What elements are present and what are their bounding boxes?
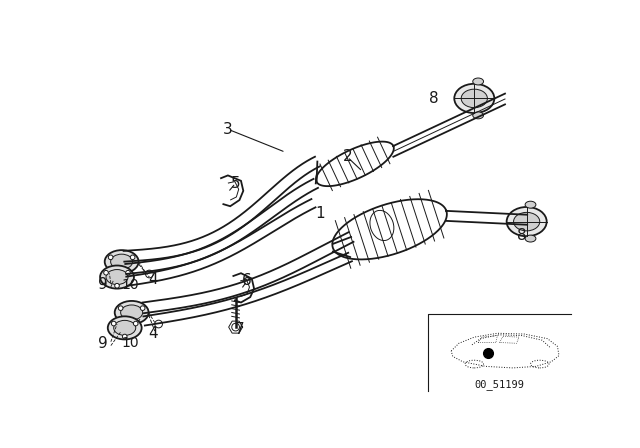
Text: 9: 9 [99, 336, 108, 351]
Ellipse shape [465, 360, 484, 368]
Ellipse shape [115, 301, 148, 324]
Text: 5: 5 [231, 176, 241, 190]
Text: 1: 1 [316, 207, 325, 221]
Text: 2: 2 [342, 150, 352, 164]
Ellipse shape [105, 250, 139, 273]
Circle shape [115, 284, 119, 288]
Ellipse shape [531, 360, 549, 368]
Ellipse shape [108, 316, 141, 340]
Text: 10: 10 [122, 336, 139, 350]
Ellipse shape [120, 305, 143, 320]
Circle shape [232, 323, 239, 331]
Circle shape [104, 271, 108, 275]
Text: 9: 9 [99, 277, 108, 292]
Text: 8: 8 [429, 91, 439, 106]
Text: 7: 7 [235, 322, 244, 337]
Ellipse shape [461, 89, 488, 108]
Ellipse shape [507, 207, 547, 236]
Text: 4: 4 [148, 272, 158, 287]
Circle shape [145, 270, 153, 278]
Circle shape [129, 319, 134, 323]
Text: 8: 8 [517, 228, 527, 243]
Circle shape [119, 268, 124, 273]
Text: 00_51199: 00_51199 [474, 379, 524, 390]
Ellipse shape [100, 266, 134, 289]
Text: 6: 6 [243, 273, 252, 289]
Circle shape [133, 321, 138, 326]
Ellipse shape [106, 270, 128, 284]
Text: 4: 4 [148, 326, 158, 341]
Text: 10: 10 [122, 278, 139, 292]
Ellipse shape [114, 320, 136, 336]
Ellipse shape [473, 78, 484, 85]
Ellipse shape [473, 112, 484, 119]
Ellipse shape [513, 212, 540, 231]
Ellipse shape [525, 201, 536, 208]
Circle shape [111, 321, 116, 326]
Circle shape [140, 306, 145, 310]
Ellipse shape [111, 254, 132, 269]
Circle shape [131, 255, 135, 260]
Text: 3: 3 [223, 122, 233, 137]
Circle shape [122, 334, 127, 339]
Ellipse shape [525, 235, 536, 242]
Circle shape [155, 320, 163, 328]
Ellipse shape [454, 84, 494, 113]
Ellipse shape [370, 211, 394, 241]
Circle shape [118, 306, 123, 310]
Circle shape [125, 271, 131, 275]
Circle shape [108, 255, 113, 260]
